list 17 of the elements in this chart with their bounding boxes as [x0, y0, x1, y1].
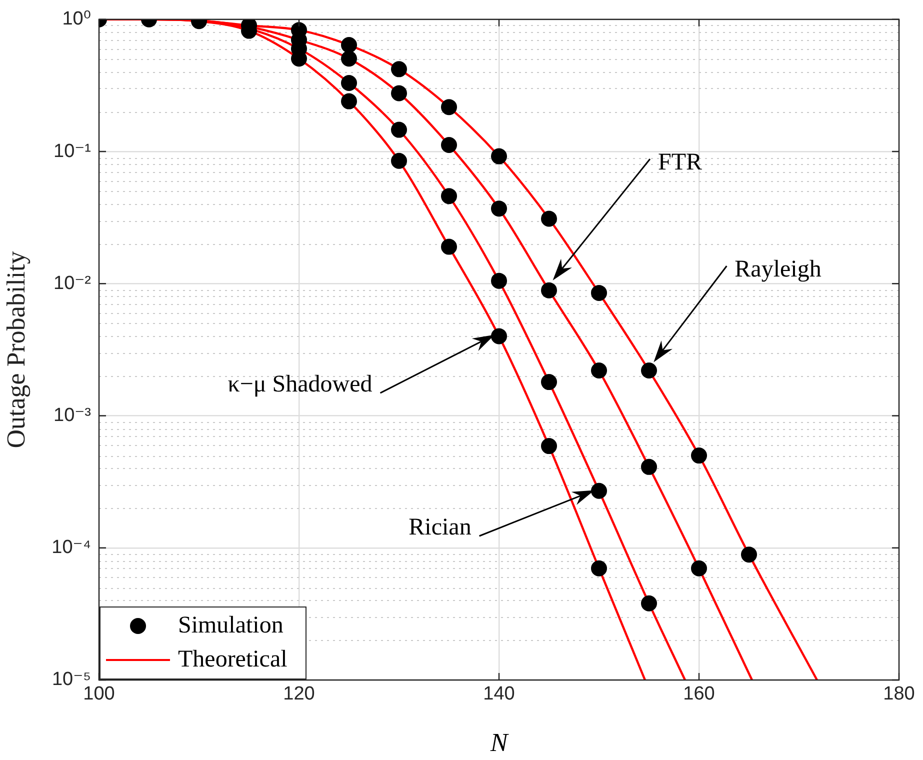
annotation: Rayleigh — [734, 256, 822, 282]
y-tick-label: 10⁻² — [54, 272, 91, 294]
y-tick-label: 10⁻⁴ — [52, 537, 91, 558]
annotation: Rician — [408, 514, 472, 540]
x-axis-title: N — [489, 728, 510, 758]
x-tick-label: 160 — [683, 684, 715, 705]
x-tick-label: 180 — [883, 684, 915, 705]
legend-label: Theoretical — [178, 646, 288, 672]
y-tick-label: 10⁻¹ — [54, 140, 91, 162]
annotation: FTR — [658, 149, 702, 176]
annotation: κ−μ Shadowed — [228, 371, 372, 398]
legend-label: Simulation — [178, 612, 284, 638]
x-tick-label: 120 — [283, 684, 315, 705]
y-tick-label: 10⁰ — [62, 8, 91, 30]
y-tick-label: 10⁻³ — [54, 404, 91, 426]
x-tick-label: 140 — [483, 684, 515, 705]
y-axis-title: Outage Probability — [1, 251, 30, 448]
